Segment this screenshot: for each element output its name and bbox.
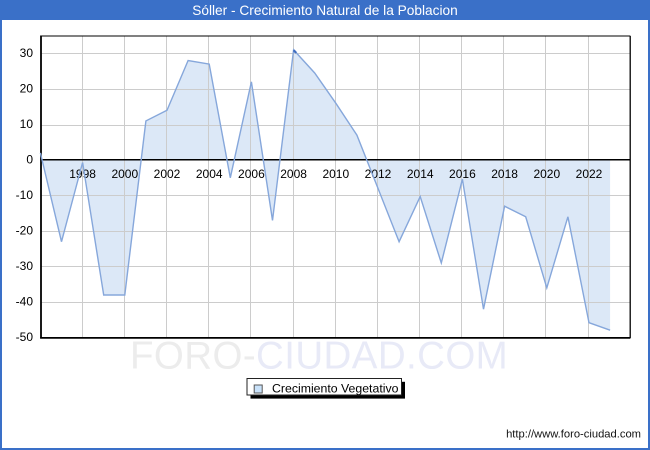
svg-text:2002: 2002 xyxy=(154,167,181,181)
svg-text:-20: -20 xyxy=(16,224,34,238)
svg-text:-30: -30 xyxy=(16,259,34,273)
svg-text:2020: 2020 xyxy=(533,167,560,181)
svg-text:2022: 2022 xyxy=(576,167,603,181)
svg-text:-10: -10 xyxy=(16,188,34,202)
svg-text:2018: 2018 xyxy=(491,167,518,181)
svg-text:0: 0 xyxy=(26,153,33,167)
svg-text:2006: 2006 xyxy=(238,167,265,181)
svg-text:FORO-CIUDAD.COM: FORO-CIUDAD.COM xyxy=(130,334,508,377)
svg-text:1998: 1998 xyxy=(69,167,96,181)
svg-text:10: 10 xyxy=(20,117,34,131)
svg-text:2004: 2004 xyxy=(196,167,223,181)
svg-text:2000: 2000 xyxy=(111,167,138,181)
svg-text:http://www.foro-ciudad.com: http://www.foro-ciudad.com xyxy=(506,428,641,440)
svg-text:2008: 2008 xyxy=(280,167,307,181)
svg-text:20: 20 xyxy=(20,82,34,96)
svg-text:30: 30 xyxy=(20,46,34,60)
svg-text:2012: 2012 xyxy=(365,167,392,181)
svg-text:2016: 2016 xyxy=(449,167,476,181)
svg-text:-40: -40 xyxy=(16,295,34,309)
svg-text:Crecimiento Vegetativo: Crecimiento Vegetativo xyxy=(272,382,399,396)
svg-text:2010: 2010 xyxy=(322,167,349,181)
svg-text:2014: 2014 xyxy=(407,167,434,181)
svg-text:-50: -50 xyxy=(16,330,34,344)
